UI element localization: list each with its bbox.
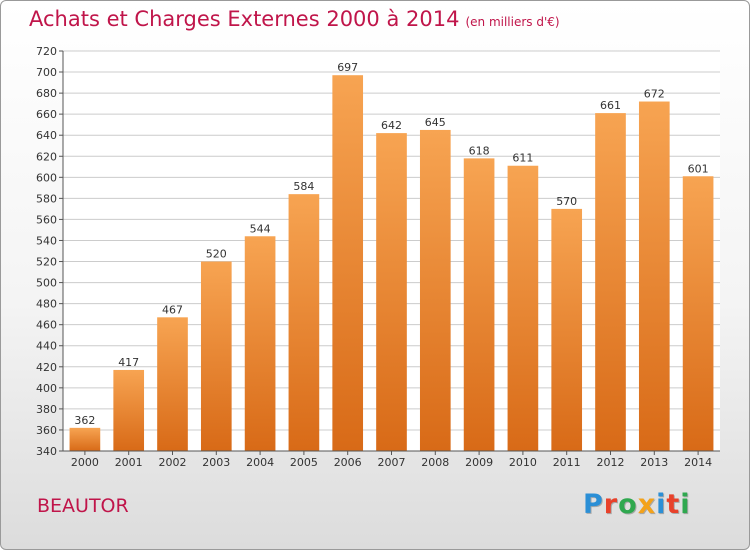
x-tick-label: 2001	[115, 456, 143, 469]
bar	[682, 176, 714, 451]
logo-letter: i	[656, 489, 667, 520]
y-tick-label: 360	[36, 424, 57, 437]
x-tick-label: 2002	[159, 456, 187, 469]
x-tick-label: 2005	[290, 456, 318, 469]
logo-letter: r	[603, 489, 619, 520]
y-tick-label: 420	[36, 361, 57, 374]
bar	[113, 369, 145, 451]
x-tick-label: 2010	[509, 456, 537, 469]
logo-letter: t	[666, 489, 681, 520]
data-label: 570	[556, 195, 577, 208]
bar	[507, 165, 539, 451]
data-label: 584	[293, 180, 314, 193]
y-tick-label: 520	[36, 256, 57, 269]
data-label: 661	[600, 99, 621, 112]
bar	[69, 427, 101, 451]
y-tick-label: 620	[36, 150, 57, 163]
x-tick-label: 2012	[597, 456, 625, 469]
y-tick-label: 660	[36, 108, 57, 121]
x-tick-label: 2011	[553, 456, 581, 469]
bar	[332, 75, 364, 452]
x-tick-label: 2014	[684, 456, 712, 469]
bar	[551, 208, 583, 451]
y-tick-label: 600	[36, 171, 57, 184]
y-tick-label: 700	[36, 66, 57, 79]
data-label: 362	[74, 414, 95, 427]
bar	[638, 101, 670, 452]
title-text: Achats et Charges Externes 2000 à 2014	[29, 7, 460, 31]
bar	[288, 194, 320, 451]
y-tick-label: 400	[36, 382, 57, 395]
y-tick-label: 640	[36, 129, 57, 142]
y-tick-label: 580	[36, 192, 57, 205]
x-tick-label: 2004	[246, 456, 274, 469]
x-tick-label: 2013	[640, 456, 668, 469]
bar	[463, 158, 495, 452]
y-tick-label: 340	[36, 445, 57, 458]
unit-note: (en milliers d'€)	[465, 15, 560, 29]
bar	[157, 317, 188, 451]
data-label: 611	[512, 152, 533, 165]
proxiti-logo[interactable]: Proxiti	[583, 489, 691, 520]
data-label: 618	[469, 144, 490, 157]
data-label: 672	[644, 88, 665, 101]
y-tick-label: 500	[36, 277, 57, 290]
y-tick-label: 720	[36, 45, 57, 58]
data-label: 645	[425, 116, 446, 129]
y-tick-label: 680	[36, 87, 57, 100]
y-tick-label: 460	[36, 319, 57, 332]
x-tick-label: 2008	[421, 456, 449, 469]
logo-letter: i	[680, 489, 691, 520]
data-label: 417	[118, 356, 139, 369]
data-label: 601	[688, 162, 709, 175]
logo-letter: x	[637, 489, 657, 520]
bar	[419, 129, 451, 451]
y-tick-label: 440	[36, 340, 57, 353]
data-label: 520	[206, 248, 227, 261]
chart-title: Achats et Charges Externes 2000 à 2014 (e…	[29, 7, 560, 31]
logo-letter: o	[618, 489, 638, 520]
x-tick-label: 2006	[334, 456, 362, 469]
x-tick-label: 2007	[378, 456, 406, 469]
bar	[595, 113, 626, 452]
x-tick-label: 2003	[202, 456, 230, 469]
commune-name: BEAUTOR	[37, 495, 129, 517]
x-tick-label: 2000	[71, 456, 99, 469]
bar	[200, 261, 232, 451]
data-label: 544	[250, 222, 271, 235]
data-label: 697	[337, 61, 358, 74]
logo-letter: P	[583, 489, 604, 520]
data-label: 642	[381, 119, 402, 132]
y-tick-label: 540	[36, 234, 57, 247]
bar	[244, 236, 276, 451]
y-tick-label: 560	[36, 213, 57, 226]
y-tick-label: 380	[36, 403, 57, 416]
data-label: 467	[162, 303, 183, 316]
x-tick-label: 2009	[465, 456, 493, 469]
bar	[376, 133, 407, 451]
y-tick-label: 480	[36, 298, 57, 311]
